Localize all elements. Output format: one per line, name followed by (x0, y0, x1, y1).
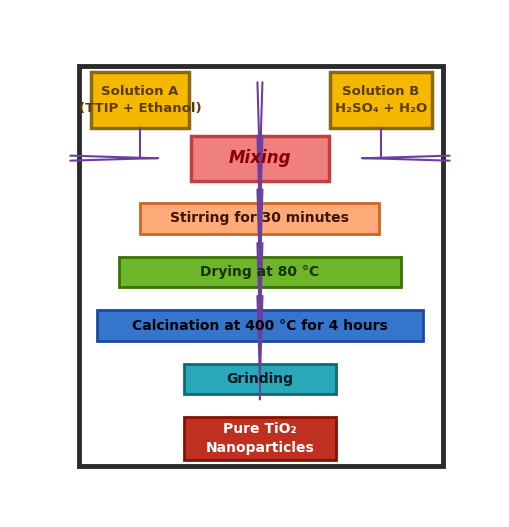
Text: Drying at 80 °C: Drying at 80 °C (200, 265, 319, 279)
Text: Solution B
H₂SO₄ + H₂O: Solution B H₂SO₄ + H₂O (334, 85, 426, 115)
FancyBboxPatch shape (191, 135, 328, 181)
Text: Mixing: Mixing (228, 149, 291, 167)
FancyBboxPatch shape (183, 417, 335, 461)
FancyBboxPatch shape (140, 203, 379, 233)
Text: Grinding: Grinding (226, 372, 293, 386)
FancyBboxPatch shape (183, 364, 335, 394)
Text: Stirring for 30 minutes: Stirring for 30 minutes (170, 211, 349, 226)
Text: Calcination at 400 °C for 4 hours: Calcination at 400 °C for 4 hours (132, 318, 387, 333)
Text: Solution A
(TTIP + Ethanol): Solution A (TTIP + Ethanol) (78, 85, 201, 115)
Text: Pure TiO₂
Nanoparticles: Pure TiO₂ Nanoparticles (205, 423, 314, 455)
FancyBboxPatch shape (79, 66, 442, 466)
FancyBboxPatch shape (119, 257, 401, 287)
FancyBboxPatch shape (97, 310, 422, 341)
FancyBboxPatch shape (329, 72, 431, 129)
FancyBboxPatch shape (91, 72, 188, 129)
